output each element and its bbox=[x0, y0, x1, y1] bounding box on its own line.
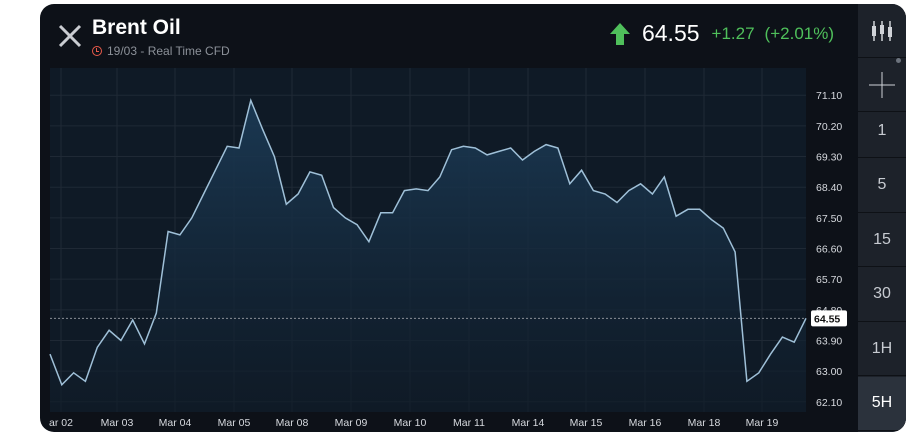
x-tick-label: Mar 05 bbox=[218, 417, 251, 429]
y-tick-label: 70.20 bbox=[816, 121, 842, 133]
timeframe-15[interactable]: 15 bbox=[858, 213, 906, 267]
y-tick-label: 69.30 bbox=[816, 152, 842, 164]
x-tick-label: Mar 18 bbox=[688, 417, 721, 429]
close-icon[interactable] bbox=[56, 22, 84, 50]
price-change: +1.27 bbox=[711, 23, 755, 43]
x-tick-label: ar 02 bbox=[49, 417, 73, 429]
x-tick-label: Mar 16 bbox=[629, 417, 662, 429]
y-tick-label: 62.10 bbox=[816, 397, 842, 409]
candlestick-icon bbox=[872, 20, 892, 41]
last-price: 64.55 bbox=[641, 20, 700, 46]
last-price-label: 64.55 bbox=[814, 313, 840, 325]
y-axis: 71.1070.2069.3068.4067.5066.6065.7064.80… bbox=[816, 90, 842, 409]
y-tick-label: 67.50 bbox=[816, 213, 842, 225]
x-tick-label: Mar 14 bbox=[512, 417, 545, 429]
x-tick-label: Mar 04 bbox=[159, 417, 192, 429]
x-tick-label: Mar 03 bbox=[101, 417, 134, 429]
x-tick-label: Mar 08 bbox=[276, 417, 309, 429]
price-chart[interactable]: 71.1070.2069.3068.4067.5066.6065.7064.80… bbox=[40, 4, 858, 432]
price-change-percent: (+2.01%) bbox=[764, 23, 834, 43]
x-tick-label: Mar 10 bbox=[394, 417, 427, 429]
price-area-fill bbox=[50, 100, 806, 413]
y-tick-label: 65.70 bbox=[816, 274, 842, 286]
y-tick-label: 71.10 bbox=[816, 90, 842, 102]
y-tick-label: 63.90 bbox=[816, 335, 842, 347]
x-tick-label: Mar 15 bbox=[570, 417, 603, 429]
subtitle-text: 19/03 - Real Time CFD bbox=[107, 44, 230, 58]
timeframe-5h[interactable]: 5H bbox=[858, 376, 906, 431]
header: Brent Oil 19/03 - Real Time CFD 64.55 +1… bbox=[40, 4, 858, 66]
instrument-title: Brent Oil bbox=[92, 16, 181, 39]
timeframe-1h[interactable]: 1H bbox=[858, 322, 906, 376]
price-line bbox=[49, 97, 807, 387]
quote: 64.55 +1.27 (+2.01%) bbox=[609, 20, 834, 47]
app-window: 71.1070.2069.3068.4067.5066.6065.7064.80… bbox=[40, 4, 906, 432]
timeframe-30[interactable]: 30 bbox=[858, 268, 906, 322]
y-tick-label: 68.40 bbox=[816, 182, 842, 194]
sidebar: 1 5 15 30 1H 5H bbox=[858, 4, 906, 432]
instrument-subtitle: 19/03 - Real Time CFD bbox=[92, 44, 230, 58]
x-tick-label: Mar 19 bbox=[746, 417, 779, 429]
chart-type-button[interactable] bbox=[858, 4, 906, 58]
up-arrow-icon bbox=[609, 22, 630, 45]
y-tick-label: 66.60 bbox=[816, 244, 842, 256]
crosshair-button[interactable] bbox=[858, 58, 906, 112]
x-tick-label: Mar 11 bbox=[453, 417, 485, 429]
crosshair-icon bbox=[869, 71, 895, 98]
timeframe-1[interactable]: 1 bbox=[858, 104, 906, 158]
y-tick-label: 63.00 bbox=[816, 366, 842, 378]
clock-icon bbox=[92, 46, 102, 56]
x-tick-label: Mar 09 bbox=[335, 417, 368, 429]
timeframe-5[interactable]: 5 bbox=[858, 159, 906, 213]
x-axis: ar 02 Mar 03 Mar 04 Mar 05 Mar 08 Mar 09 Mar 1… bbox=[49, 417, 778, 429]
indicator-dot bbox=[896, 58, 901, 63]
last-price-tag: 64.55 bbox=[811, 310, 847, 327]
